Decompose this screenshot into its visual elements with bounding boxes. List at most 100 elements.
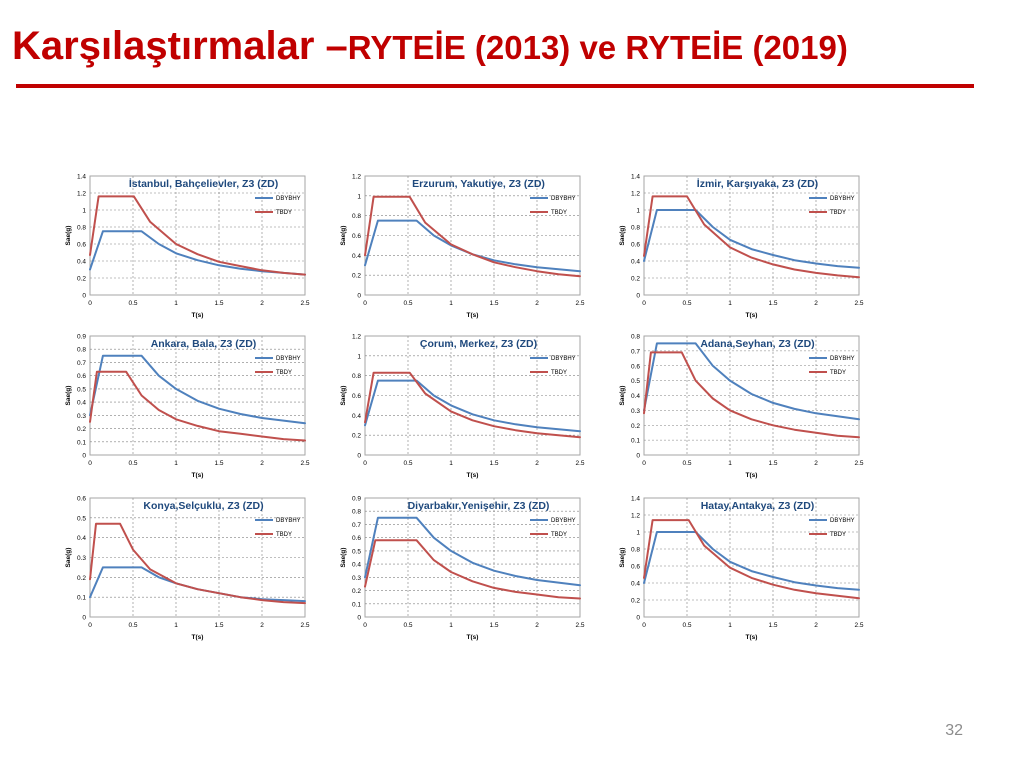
chart-1-y-tick-label: 0.4 bbox=[77, 259, 86, 266]
chart-8-legend-label-dbybhy: DBYBHY bbox=[551, 518, 576, 524]
chart-7-y-tick-label: 0.1 bbox=[77, 595, 86, 602]
chart-3-x-tick-label: 2 bbox=[814, 300, 818, 307]
chart-8-y-axis-label: Sae(g) bbox=[340, 548, 347, 568]
chart-1-legend-label-dbybhy: DBYBHY bbox=[276, 196, 301, 202]
chart-9-x-tick-label: 0 bbox=[642, 622, 646, 629]
chart-9-y-tick-label: 1.2 bbox=[631, 513, 640, 520]
chart-7-x-tick-label: 1.5 bbox=[214, 622, 223, 629]
chart-6-legend-label-tbdy: TBDY bbox=[830, 370, 846, 376]
chart-8-x-tick-label: 0.5 bbox=[403, 622, 412, 629]
chart-6-y-tick-label: 0.8 bbox=[631, 334, 640, 341]
chart-1-y-tick-label: 1.2 bbox=[77, 191, 86, 198]
chart-2-x-tick-label: 0 bbox=[363, 300, 367, 307]
chart-4-x-axis-label: T(s) bbox=[192, 472, 204, 479]
chart-4-y-axis-label: Sae(g) bbox=[65, 386, 72, 406]
chart-5-y-tick-label: 0 bbox=[357, 453, 361, 460]
chart-4-y-tick-label: 0.1 bbox=[77, 439, 86, 446]
chart-3-y-tick-label: 0.2 bbox=[631, 276, 640, 283]
chart-2-x-tick-label: 2 bbox=[535, 300, 539, 307]
chart-7-x-tick-label: 2.5 bbox=[300, 622, 309, 629]
chart-3-x-tick-label: 0 bbox=[642, 300, 646, 307]
chart-panel-2: 0 0.2 0.4 0.6 0.8 1 1.2 0 0.5 1 1.5 2 2.5 T(s) Sae(g) D… bbox=[335, 168, 600, 328]
chart-7-title: Konya,Selçuklu, Z3 (ZD) bbox=[143, 500, 263, 512]
chart-9-svg: 0 0.2 0.4 0.6 0.8 1 1.2 1.4 0 0.5 1 1.5 2 2.5 T(s) Sae(… bbox=[619, 496, 864, 642]
chart-8-x-tick-label: 1 bbox=[449, 622, 453, 629]
chart-9-x-tick-label: 1.5 bbox=[768, 622, 777, 629]
slide-title-main: Karşılaştırmalar – bbox=[12, 24, 348, 68]
chart-1-y-tick-label: 0.2 bbox=[77, 276, 86, 283]
chart-7-y-tick-label: 0.3 bbox=[77, 555, 86, 562]
chart-1-y-axis-label: Sae(g) bbox=[65, 226, 72, 246]
chart-6-y-tick-label: 0.5 bbox=[631, 378, 640, 385]
chart-9-x-tick-label: 2 bbox=[814, 622, 818, 629]
chart-9-y-tick-label: 0.6 bbox=[631, 564, 640, 571]
chart-3-y-tick-label: 1 bbox=[636, 208, 640, 215]
chart-2-x-tick-label: 1.5 bbox=[489, 300, 498, 307]
chart-9-series-line-dbybhy bbox=[643, 531, 860, 591]
chart-4-y-tick-label: 0.3 bbox=[77, 413, 86, 420]
chart-9-x-tick-label: 2.5 bbox=[854, 622, 863, 629]
chart-7-svg: 0 0.1 0.2 0.3 0.4 0.5 0.6 0 0.5 1 1.5 2 2.5 T(s) Sae(g… bbox=[65, 496, 310, 642]
chart-7-legend-label-tbdy: TBDY bbox=[276, 532, 292, 538]
chart-1-x-axis-label: T(s) bbox=[192, 312, 204, 319]
chart-9-x-axis-label: T(s) bbox=[746, 634, 758, 641]
chart-5-plot-area bbox=[364, 335, 581, 456]
chart-6-series-line-tbdy bbox=[643, 351, 860, 439]
chart-2-legend-label-dbybhy: DBYBHY bbox=[551, 196, 576, 202]
chart-panel-7: 0 0.1 0.2 0.3 0.4 0.5 0.6 0 0.5 1 1.5 2 2.5 T(s) Sae(g… bbox=[60, 490, 325, 650]
chart-1-y-tick-label: 0 bbox=[82, 293, 86, 300]
chart-4-x-tick-label: 1 bbox=[174, 460, 178, 467]
chart-7-x-tick-label: 2 bbox=[260, 622, 264, 629]
chart-5-x-tick-label: 1.5 bbox=[489, 460, 498, 467]
chart-9-x-tick-label: 1 bbox=[728, 622, 732, 629]
chart-4-y-tick-label: 0.4 bbox=[77, 400, 86, 407]
chart-1-x-tick-label: 0 bbox=[88, 300, 92, 307]
chart-1-y-tick-label: 0.8 bbox=[77, 225, 86, 232]
chart-4-x-tick-label: 2 bbox=[260, 460, 264, 467]
chart-8-y-tick-label: 0 bbox=[357, 615, 361, 622]
chart-3-x-tick-label: 2.5 bbox=[854, 300, 863, 307]
chart-2-x-tick-label: 2.5 bbox=[575, 300, 584, 307]
chart-2-y-tick-label: 0.6 bbox=[352, 233, 361, 240]
chart-6-x-tick-label: 2 bbox=[814, 460, 818, 467]
chart-1-x-tick-label: 2 bbox=[260, 300, 264, 307]
chart-7-y-tick-label: 0.6 bbox=[77, 496, 86, 503]
chart-5-x-tick-label: 2 bbox=[535, 460, 539, 467]
chart-6-x-axis-label: T(s) bbox=[746, 472, 758, 479]
chart-3-y-tick-label: 1.4 bbox=[631, 174, 640, 181]
chart-3-x-tick-label: 0.5 bbox=[682, 300, 691, 307]
chart-panel-5: 0 0.2 0.4 0.6 0.8 1 1.2 0 0.5 1 1.5 2 2.5 T(s) Sae(g) D… bbox=[335, 328, 600, 488]
chart-5-y-tick-label: 0.2 bbox=[352, 433, 361, 440]
chart-3-y-tick-label: 0.6 bbox=[631, 242, 640, 249]
slide-title-sub: RYTEİE (2013) ve RYTEİE (2019) bbox=[347, 29, 848, 66]
chart-1-x-tick-label: 1 bbox=[174, 300, 178, 307]
chart-7-x-tick-label: 0 bbox=[88, 622, 92, 629]
chart-7-x-tick-label: 1 bbox=[174, 622, 178, 629]
chart-6-y-tick-label: 0.7 bbox=[631, 348, 640, 355]
chart-3-legend-label-tbdy: TBDY bbox=[830, 210, 846, 216]
chart-6-y-tick-label: 0 bbox=[636, 453, 640, 460]
chart-3-series-line-tbdy bbox=[643, 195, 860, 279]
chart-8-y-tick-label: 0.5 bbox=[352, 548, 361, 555]
chart-5-y-tick-label: 0.4 bbox=[352, 413, 361, 420]
chart-5-y-tick-label: 0.6 bbox=[352, 393, 361, 400]
chart-5-x-tick-label: 0 bbox=[363, 460, 367, 467]
chart-4-x-tick-label: 0.5 bbox=[128, 460, 137, 467]
chart-6-x-tick-label: 1.5 bbox=[768, 460, 777, 467]
chart-5-series-line-dbybhy bbox=[364, 379, 581, 433]
chart-3-x-tick-label: 1.5 bbox=[768, 300, 777, 307]
chart-8-y-tick-label: 0.9 bbox=[352, 496, 361, 503]
chart-2-svg: 0 0.2 0.4 0.6 0.8 1 1.2 0 0.5 1 1.5 2 2.5 T(s) Sae(g) D… bbox=[340, 174, 585, 320]
chart-9-y-axis-label: Sae(g) bbox=[619, 548, 626, 568]
chart-4-svg: 0 0.1 0.2 0.3 0.4 0.5 0.6 0.7 0.8 0.9 0 0.5 1 1.5 2 2.5… bbox=[65, 334, 310, 480]
chart-5-svg: 0 0.2 0.4 0.6 0.8 1 1.2 0 0.5 1 1.5 2 2.5 T(s) Sae(g) D… bbox=[340, 334, 585, 480]
chart-6-y-tick-label: 0.4 bbox=[631, 393, 640, 400]
chart-9-series-line-tbdy bbox=[643, 519, 860, 600]
chart-8-x-tick-label: 2 bbox=[535, 622, 539, 629]
chart-8-y-tick-label: 0.6 bbox=[352, 535, 361, 542]
chart-5-y-tick-label: 1.2 bbox=[352, 334, 361, 341]
chart-8-series-line-tbdy bbox=[364, 539, 581, 600]
chart-3-y-tick-label: 1.2 bbox=[631, 191, 640, 198]
chart-3-y-tick-label: 0.4 bbox=[631, 259, 640, 266]
chart-1-title: İstanbul, Bahçelievler, Z3 (ZD) bbox=[129, 177, 278, 190]
